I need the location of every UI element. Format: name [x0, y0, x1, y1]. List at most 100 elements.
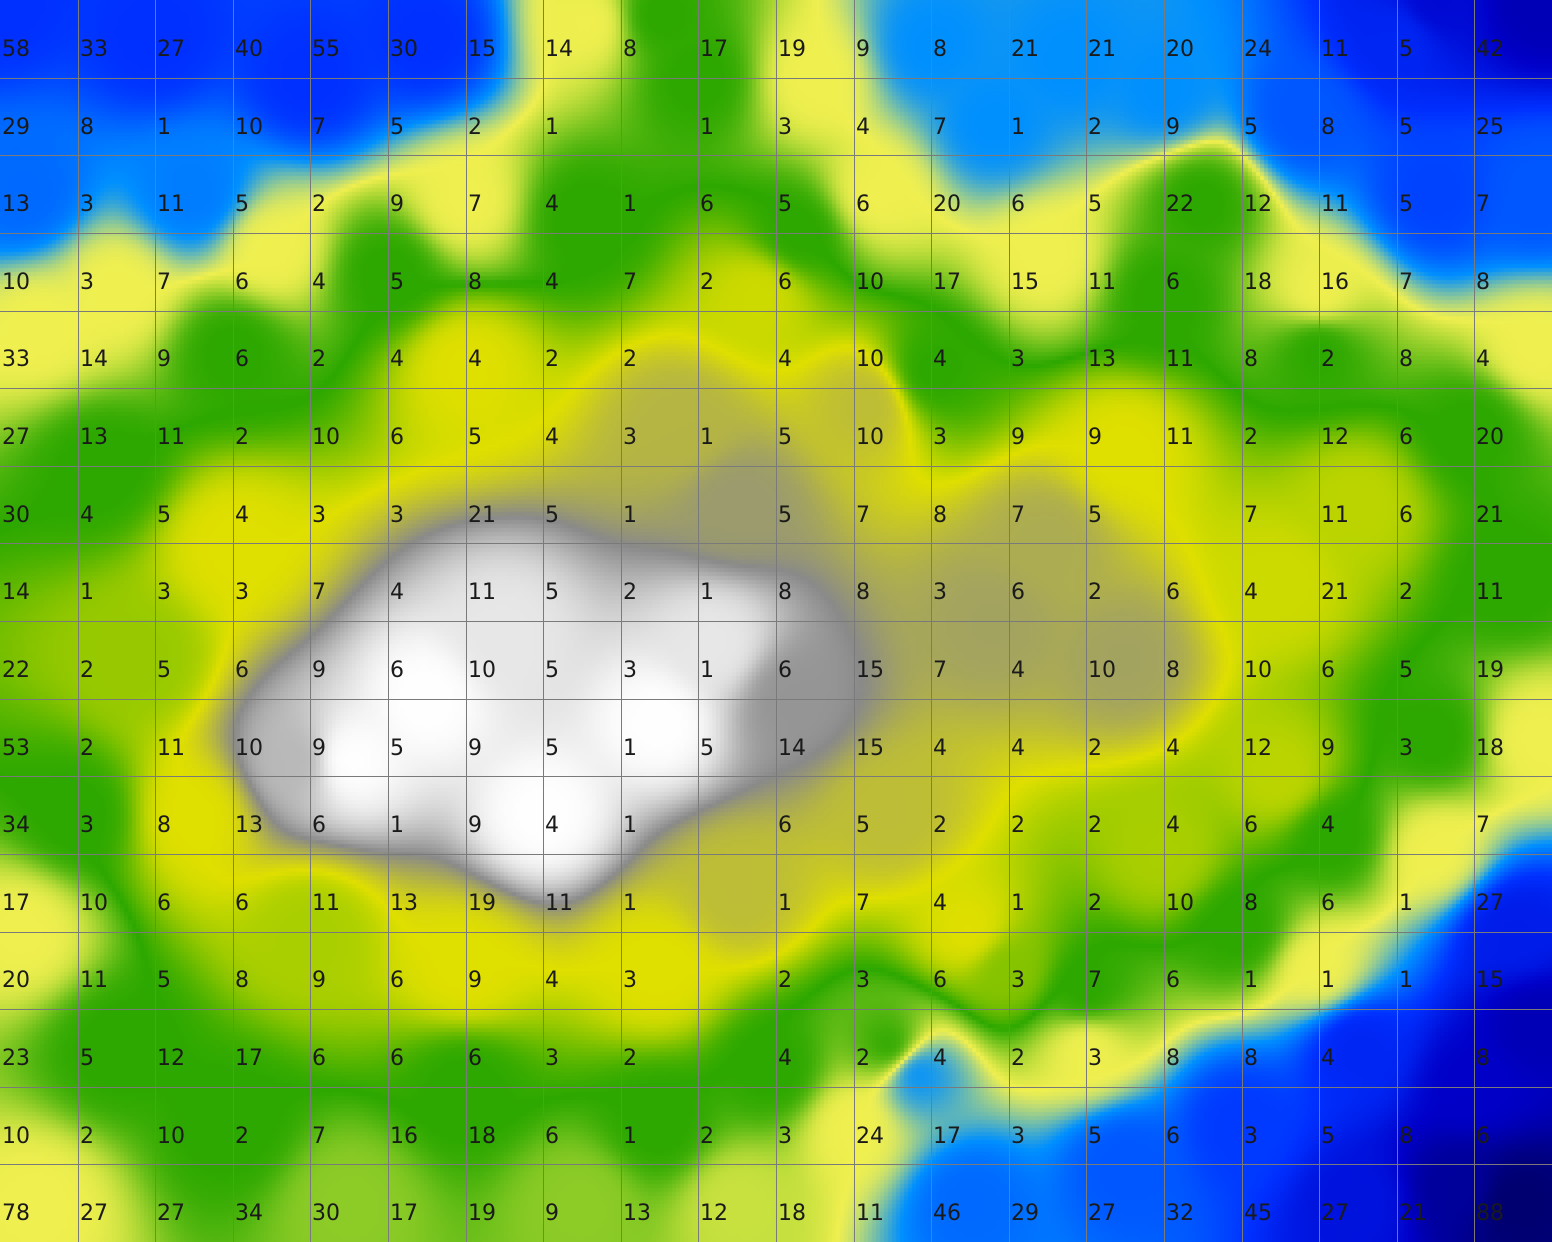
heatmap-cell-label: 53 [2, 736, 30, 761]
heatmap-cell-label: 20 [2, 968, 30, 993]
heatmap-cell-label: 11 [312, 891, 340, 916]
heatmap-cell-label: 1 [623, 891, 637, 916]
heatmap-cell-label: 6 [1011, 580, 1025, 605]
heatmap-cell-label: 40 [235, 37, 263, 62]
heatmap-cell-label: 4 [1476, 347, 1490, 372]
heatmap-cell-label: 20 [1166, 37, 1194, 62]
heatmap-cell-label: 1 [700, 425, 714, 450]
heatmap-cell-label: 4 [933, 891, 947, 916]
heatmap-cell-label: 5 [700, 736, 714, 761]
heatmap-cell-label: 8 [1244, 1046, 1258, 1071]
heatmap-cell-label: 5 [856, 813, 870, 838]
heatmap-cell-label: 1 [623, 1124, 637, 1149]
heatmap-cell-label: 17 [933, 270, 961, 295]
heatmap-cell-label: 21 [1476, 503, 1504, 528]
heatmap-cell-label: 6 [1166, 968, 1180, 993]
heatmap-cell-label: 6 [778, 658, 792, 683]
heatmap-cell-label: 11 [157, 425, 185, 450]
heatmap-cell-label: 30 [390, 37, 418, 62]
heatmap-cell-label: 5 [1088, 1124, 1102, 1149]
heatmap-cell-label: 15 [1476, 968, 1504, 993]
heatmap-cell-label: 12 [157, 1046, 185, 1071]
heatmap-cell-label: 8 [623, 37, 637, 62]
heatmap-cell-label: 2 [545, 347, 559, 372]
heatmap-cell-label: 7 [312, 1124, 326, 1149]
heatmap-cell-label: 7 [933, 115, 947, 140]
heatmap-cell-label: 33 [2, 347, 30, 372]
heatmap-cell-label: 2 [1244, 425, 1258, 450]
heatmap-cell-label: 7 [856, 503, 870, 528]
heatmap-cell-label: 1 [1399, 891, 1413, 916]
heatmap-cell-label: 4 [390, 580, 404, 605]
heatmap-cell-label: 27 [157, 37, 185, 62]
heatmap-cell-label: 1 [623, 736, 637, 761]
heatmap-cell-label: 17 [235, 1046, 263, 1071]
heatmap-cell-label: 21 [1321, 580, 1349, 605]
heatmap-cell-label: 2 [623, 580, 637, 605]
heatmap-cell-label: 24 [856, 1124, 884, 1149]
heatmap-cell-label: 2 [700, 270, 714, 295]
heatmap-cell-label: 4 [1244, 580, 1258, 605]
heatmap-cell-label: 11 [1166, 347, 1194, 372]
heatmap-cell-label: 1 [1244, 968, 1258, 993]
heatmap-cell-label: 10 [80, 891, 108, 916]
heatmap-cell-label: 23 [2, 1046, 30, 1071]
heatmap-cell-label: 11 [157, 736, 185, 761]
heatmap-cell-label: 2 [1088, 736, 1102, 761]
heatmap-cell-label: 4 [933, 347, 947, 372]
heatmap-cell-label: 11 [1166, 425, 1194, 450]
heatmap-cell-label: 8 [468, 270, 482, 295]
heatmap-cell-label: 1 [623, 503, 637, 528]
heatmap-cell-label: 8 [1244, 891, 1258, 916]
heatmap-cell-label: 5 [390, 736, 404, 761]
heatmap-cell-label: 10 [468, 658, 496, 683]
heatmap-cell-label: 27 [1321, 1201, 1349, 1226]
heatmap-cell-label: 2 [778, 968, 792, 993]
heatmap-cell-label: 3 [545, 1046, 559, 1071]
heatmap-cell-label: 22 [1166, 192, 1194, 217]
heatmap-cell-label: 24 [1244, 37, 1272, 62]
heatmap-cell-label: 9 [468, 736, 482, 761]
heatmap-cell-label: 2 [1011, 1046, 1025, 1071]
heatmap-cell-label: 3 [235, 580, 249, 605]
heatmap-cell-label: 5 [1399, 658, 1413, 683]
heatmap-cell-label: 8 [1166, 1046, 1180, 1071]
heatmap-cell-label: 3 [856, 968, 870, 993]
heatmap-cell-label: 2 [235, 1124, 249, 1149]
heatmap-cell-label: 2 [700, 1124, 714, 1149]
heatmap-cell-label: 19 [468, 1201, 496, 1226]
heatmap-cell-label: 4 [80, 503, 94, 528]
heatmap-cell-label: 3 [1088, 1046, 1102, 1071]
heatmap-cell-label: 4 [1321, 1046, 1335, 1071]
heatmap-cell-label: 11 [468, 580, 496, 605]
heatmap-cell-label: 7 [312, 580, 326, 605]
heatmap-cell-label: 2 [235, 425, 249, 450]
heatmap-cell-label: 88 [1476, 1201, 1504, 1226]
heatmap-cell-label: 13 [623, 1201, 651, 1226]
heatmap-cell-label: 15 [468, 37, 496, 62]
heatmap-cell-label: 1 [390, 813, 404, 838]
heatmap-cell-label: 3 [933, 580, 947, 605]
heatmap-cell-label: 5 [390, 115, 404, 140]
heatmap-cell-label: 3 [312, 503, 326, 528]
heatmap-cell-label: 17 [2, 891, 30, 916]
heatmap-cell-label: 6 [1321, 658, 1335, 683]
heatmap-cell-label: 3 [623, 968, 637, 993]
heatmap-cell-label: 46 [933, 1201, 961, 1226]
heatmap-cell-label: 3 [1011, 1124, 1025, 1149]
heatmap-cell-label: 27 [2, 425, 30, 450]
heatmap-cell-label: 6 [856, 192, 870, 217]
heatmap-cell-label: 3 [1011, 347, 1025, 372]
heatmap-cell-label: 42 [1476, 37, 1504, 62]
heatmap-cell-label: 10 [856, 347, 884, 372]
heatmap-cell-label: 5 [157, 968, 171, 993]
heatmap-cell-label: 10 [235, 115, 263, 140]
heatmap-cell-label: 6 [235, 347, 249, 372]
heatmap-cell-label: 9 [1166, 115, 1180, 140]
heatmap-cell-label: 11 [1321, 37, 1349, 62]
heatmap-cell-label: 6 [1011, 192, 1025, 217]
heatmap-cell-label: 2 [1088, 813, 1102, 838]
heatmap-cell-label: 21 [1011, 37, 1039, 62]
heatmap-cell-label: 27 [1476, 891, 1504, 916]
heatmap-cell-label: 7 [623, 270, 637, 295]
